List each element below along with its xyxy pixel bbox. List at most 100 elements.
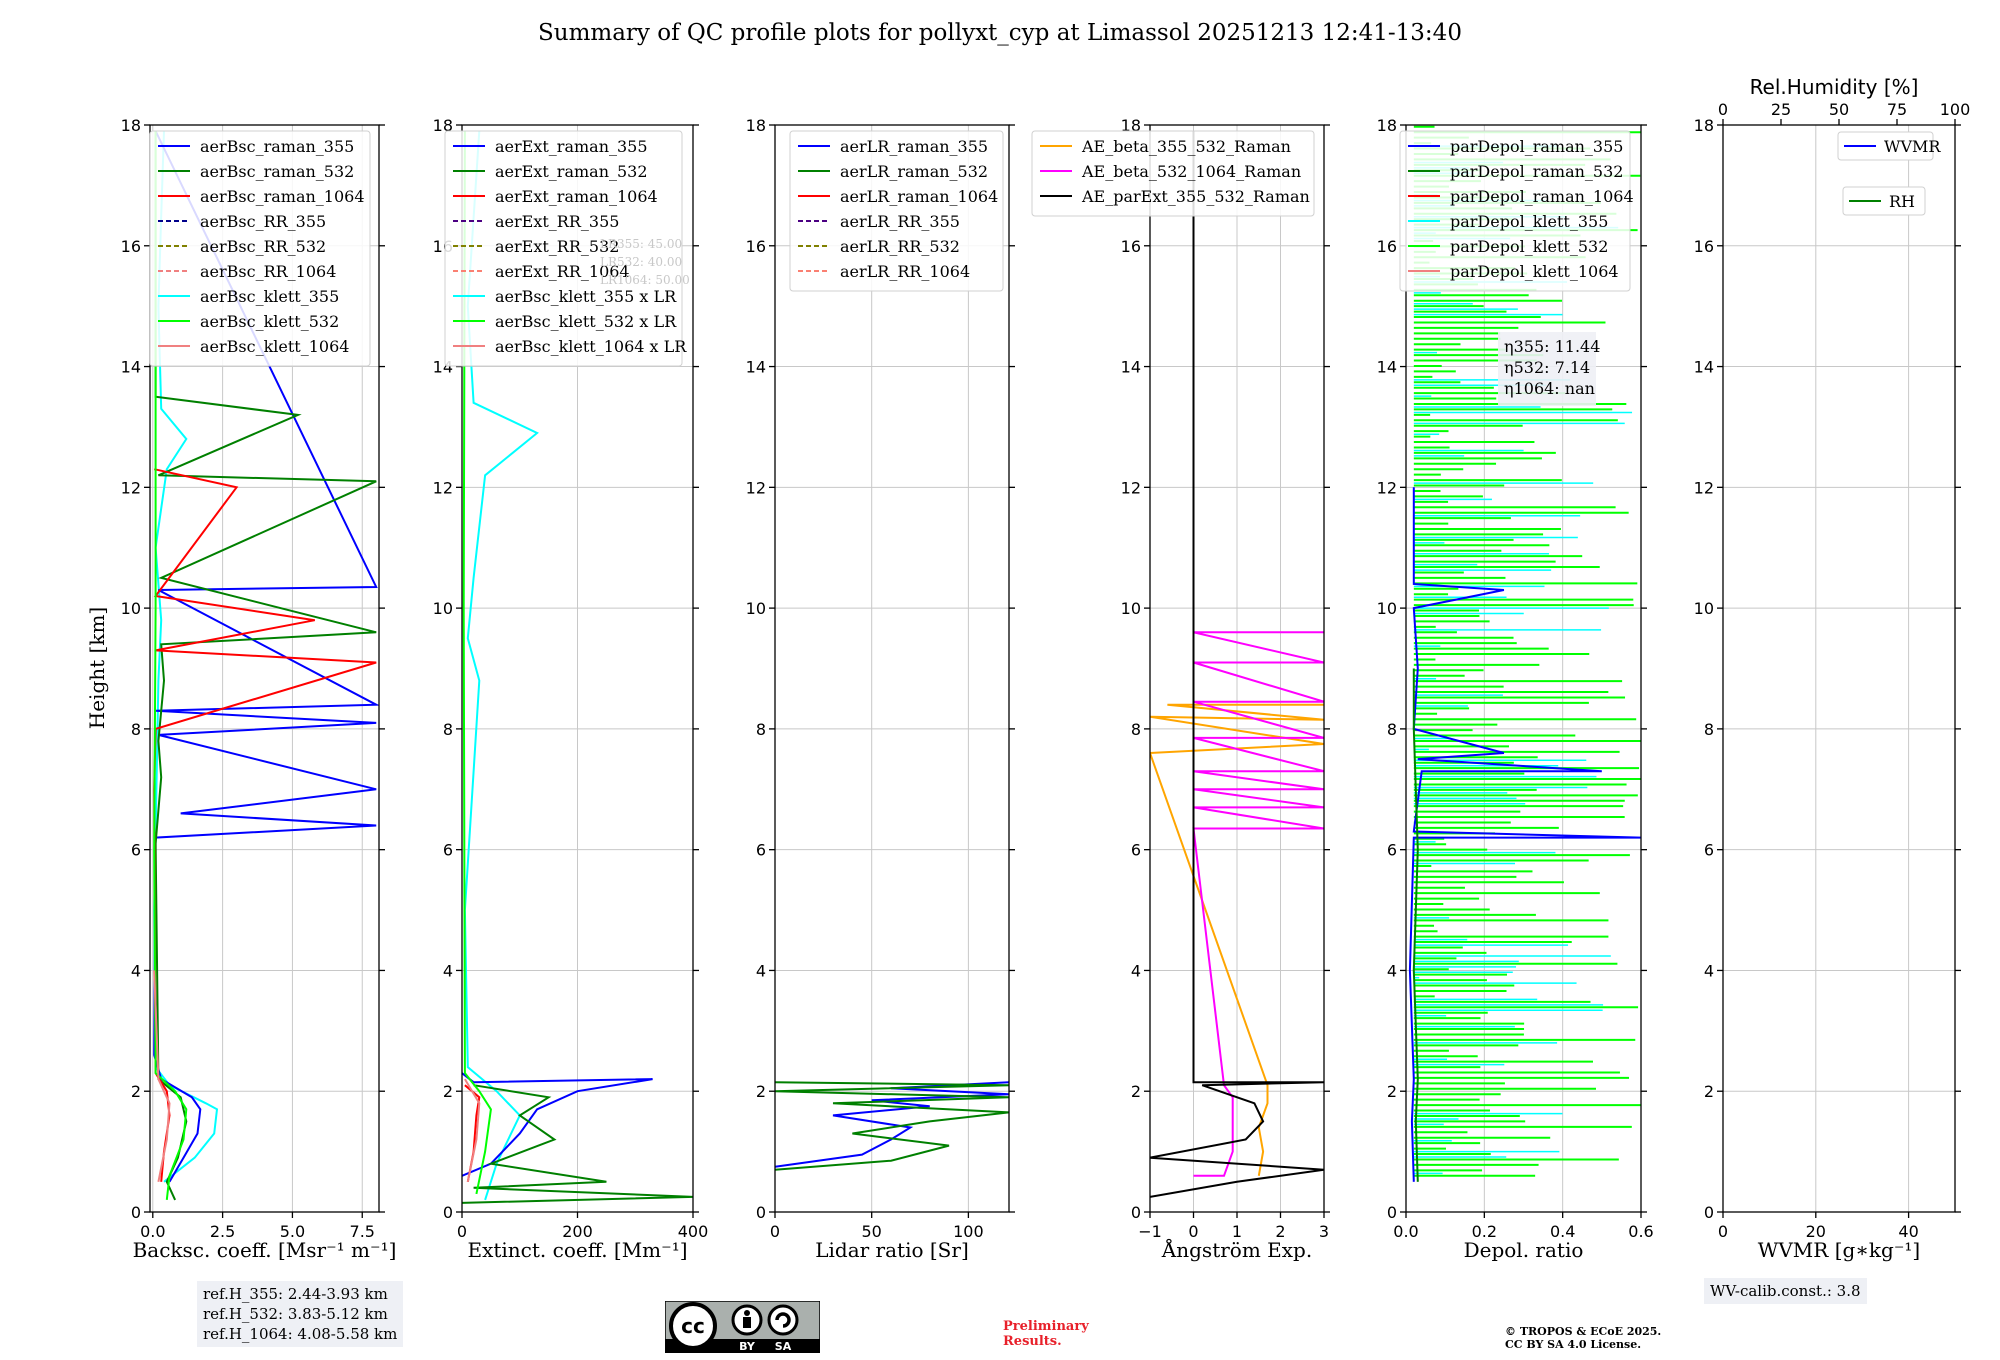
copyright-line-2: CC BY SA 4.0 License.: [1505, 1338, 1642, 1351]
x-axis-label: Depol. ratio: [1464, 1238, 1584, 1262]
series-aerBsc_klett_532 x LR: [462, 130, 492, 1195]
x-axis-label: Ångström Exp.: [1161, 1237, 1312, 1262]
legend-entry-label: aerBsc_klett_532 x LR: [495, 312, 677, 331]
y-tick-label: 12: [433, 478, 453, 497]
y-tick-label: 10: [433, 599, 453, 618]
legend-box: [1399, 130, 1631, 292]
preliminary-note: Preliminary Results.: [1003, 1319, 1089, 1349]
y-tick-label: 16: [1377, 237, 1397, 256]
legend-box: [1837, 131, 1934, 161]
legend-box: [789, 130, 1004, 292]
series-aerExt_raman_532: [462, 1084, 693, 1204]
series-aerBsc_klett_355: [153, 130, 219, 1183]
legend-entry-label: aerExt_RR_532: [495, 237, 619, 256]
y-tick-label: 16: [1694, 237, 1714, 256]
legend-entry-label: aerBsc_raman_532: [200, 162, 354, 181]
legend-entry-label: aerBsc_klett_532: [200, 312, 339, 331]
x-tick-label: 0: [457, 1222, 467, 1241]
y-tick-label: 10: [121, 599, 141, 618]
y-tick-label: 0: [1704, 1203, 1714, 1222]
cc-text: cc: [681, 1314, 705, 1338]
x-tick-label: 3: [1319, 1222, 1329, 1241]
x-tick-label: 2: [1275, 1222, 1285, 1241]
y-tick-label: 16: [746, 237, 766, 256]
legend: aerLR_raman_355 aerLR_raman_532 aerLR_rama…: [789, 130, 1004, 292]
y-tick-label: 4: [756, 961, 766, 980]
y-tick-label: 16: [1121, 237, 1141, 256]
reference-heights-box: ref.H_355: 2.44-3.93 km ref.H_532: 3.83-…: [197, 1281, 404, 1347]
y-tick-label: 14: [1694, 358, 1714, 377]
series-aerLR_raman_355: [775, 1081, 1009, 1168]
y-tick-label: 8: [1131, 720, 1141, 739]
legend-entry-label: aerLR_RR_1064: [840, 262, 970, 281]
x-tick-label: 1: [1232, 1222, 1242, 1241]
cc-sa-text: SA: [775, 1340, 792, 1353]
y-tick-label: 8: [443, 720, 453, 739]
cc-by-sa-badge-icon: cc BY SA: [665, 1301, 820, 1353]
y-tick-label: 12: [1121, 478, 1141, 497]
preliminary-line-1: Preliminary: [1003, 1319, 1089, 1334]
legend: aerExt_raman_355 aerExt_raman_532 aerExt_r…: [444, 130, 687, 367]
figure-title: Summary of QC profile plots for pollyxt_…: [538, 20, 1462, 46]
x-tick-label: −1: [1138, 1222, 1162, 1241]
lidar-ratio-faded-label: LR532: 40.00: [600, 255, 682, 269]
y-tick-label: 6: [443, 841, 453, 860]
copyright-note: © TROPOS & ECoE 2025. CC BY SA 4.0 Licen…: [1505, 1325, 1661, 1351]
legend-box: [1842, 186, 1926, 216]
y-tick-label: 6: [1387, 841, 1397, 860]
y-tick-label: 2: [1131, 1082, 1141, 1101]
legend-entry-label: aerBsc_RR_1064: [200, 262, 336, 281]
series-aerBsc_klett_1064: [153, 970, 171, 1182]
series-aerBsc_raman_355: [153, 130, 379, 1183]
data-area: [1150, 131, 1324, 1198]
y-tick-label: 18: [433, 116, 453, 135]
legend-entry-label: aerExt_raman_355: [495, 137, 648, 156]
y-tick-label: 4: [1704, 961, 1714, 980]
y-tick-label: 14: [746, 358, 766, 377]
y-tick-label: 8: [1387, 720, 1397, 739]
x-tick-label: 0.0: [140, 1222, 165, 1241]
legend-entry-label: aerBsc_raman_1064: [200, 187, 365, 206]
series-AE_parExt_355_532_Raman: [1150, 131, 1324, 1198]
y-tick-label: 6: [1131, 841, 1141, 860]
y-tick-label: 18: [746, 116, 766, 135]
data-area: [1408, 125, 1641, 1182]
legend-entry-label: parDepol_klett_532: [1450, 237, 1608, 256]
y-tick-label: 14: [1121, 358, 1141, 377]
ref-height-355: ref.H_355: 2.44-3.93 km: [203, 1285, 388, 1303]
y-tick-label: 2: [131, 1082, 141, 1101]
x-axis-label: Backsc. coeff. [Msr⁻¹ m⁻¹]: [133, 1238, 397, 1262]
y-tick-label: 18: [121, 116, 141, 135]
legend-entry-label: aerExt_raman_1064: [495, 187, 658, 206]
series-parDepol_raman_355: [1408, 487, 1641, 1182]
y-tick-label: 14: [121, 358, 141, 377]
depol-eta-label: η532: 7.14: [1504, 358, 1590, 377]
lidar-ratio-faded-label: LR1064: 50.00: [600, 273, 690, 287]
y-tick-label: 2: [443, 1082, 453, 1101]
top-x-tick-label: 75: [1887, 100, 1907, 119]
series-aerExt_raman_355: [462, 1072, 653, 1177]
axes-frame: [1722, 124, 1956, 1213]
legend-entry-label: WVMR: [1884, 137, 1941, 156]
depol-eta-label: η355: 11.44: [1504, 337, 1600, 356]
x-tick-label: 50: [862, 1222, 882, 1241]
y-axis-label: Height [km]: [85, 607, 109, 729]
x-axis-label: Lidar ratio [Sr]: [815, 1238, 969, 1262]
legend: parDepol_raman_355 parDepol_raman_532 parD…: [1399, 130, 1634, 292]
data-area: [462, 130, 693, 1204]
legend-entry-label: aerExt_raman_532: [495, 162, 648, 181]
x-tick-label: 0.6: [1628, 1222, 1653, 1241]
legend-entry-label: AE_beta_355_532_Raman: [1081, 137, 1291, 156]
y-tick-label: 6: [1704, 841, 1714, 860]
top-x-tick-label: 50: [1829, 100, 1849, 119]
y-tick-label: 10: [746, 599, 766, 618]
legend-box: [1031, 130, 1315, 217]
y-tick-label: 12: [746, 478, 766, 497]
y-tick-label: 0: [131, 1203, 141, 1222]
x-tick-label: 400: [678, 1222, 709, 1241]
